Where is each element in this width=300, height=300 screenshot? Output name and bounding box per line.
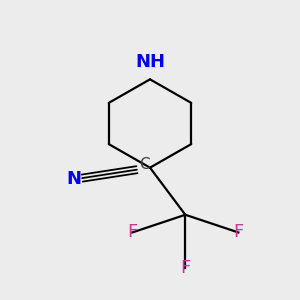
Text: C: C (139, 157, 149, 172)
Text: N: N (66, 170, 81, 188)
Text: NH: NH (135, 53, 165, 71)
Text: F: F (127, 224, 137, 242)
Text: F: F (233, 224, 244, 242)
Text: F: F (180, 259, 190, 277)
